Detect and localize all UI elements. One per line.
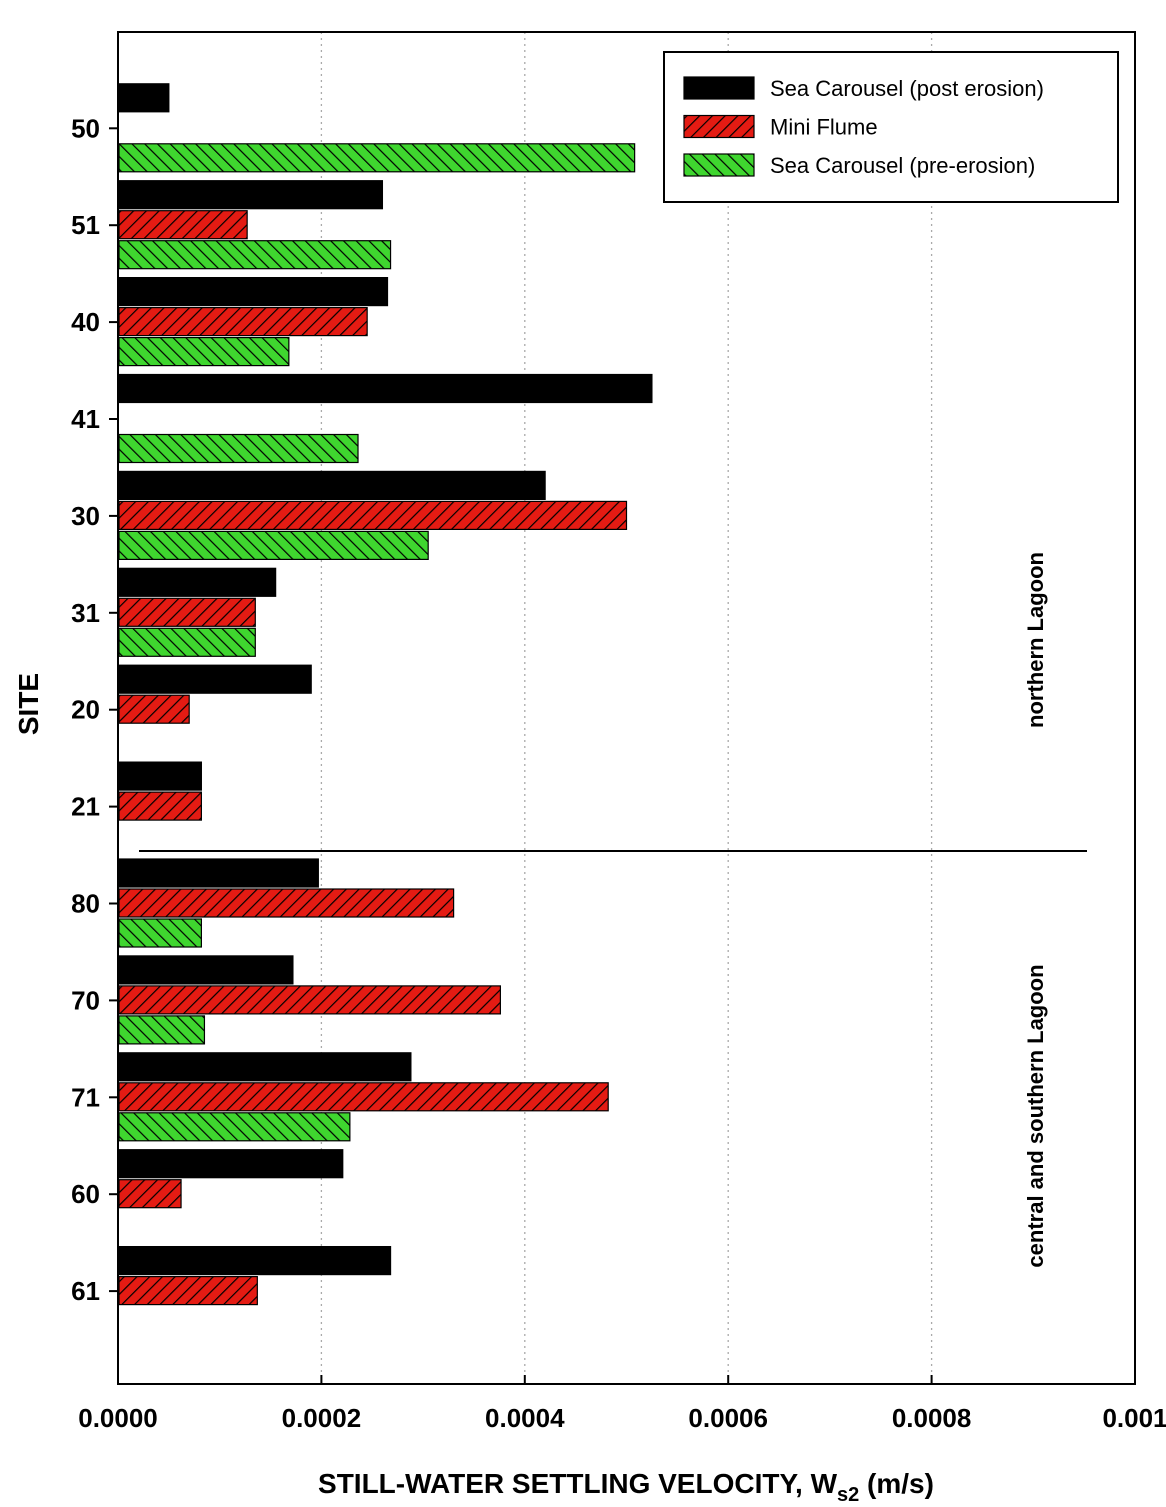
bar-70-series-1 xyxy=(118,955,294,985)
x-tick-label: 0.0004 xyxy=(485,1403,565,1433)
bar-51-series-3 xyxy=(118,240,392,270)
bar-40-series-2 xyxy=(118,307,368,337)
bar-41-series-1 xyxy=(118,373,653,404)
y-tick-label: 50 xyxy=(71,113,100,143)
bar-40-series-3 xyxy=(118,337,290,367)
bar-50-series-3 xyxy=(118,143,636,173)
bar-60-series-1 xyxy=(118,1149,344,1179)
bar-71-series-2 xyxy=(118,1082,609,1112)
bar-71-series-3 xyxy=(118,1112,351,1142)
y-axis-title: SITE xyxy=(13,673,44,735)
bar-20-series-2 xyxy=(118,694,190,724)
bar-51-series-2 xyxy=(118,210,248,240)
bar-51-series-1 xyxy=(118,180,384,210)
bar-21-series-1 xyxy=(118,761,202,791)
bar-70-series-3 xyxy=(118,1015,206,1045)
legend-label-2: Mini Flume xyxy=(770,115,878,140)
x-axis: 0.0000 0.0002 0.0004 0.0006 0.0008 0.001 xyxy=(78,1375,1166,1433)
bar-30-series-3 xyxy=(118,530,429,561)
bar-80-series-1 xyxy=(118,858,319,888)
legend: Sea Carousel (post erosion) Mini Flume Sea… xyxy=(663,51,1119,203)
y-tick-label: 61 xyxy=(71,1276,100,1306)
bar-31-series-2 xyxy=(118,597,256,627)
bar-30-series-1 xyxy=(118,470,546,500)
x-tick-label: 0.001 xyxy=(1102,1403,1166,1433)
y-tick-label: 20 xyxy=(71,695,100,725)
bar-31-series-1 xyxy=(118,567,277,597)
y-tick-label: 70 xyxy=(71,985,100,1015)
legend-label-1: Sea Carousel (post erosion) xyxy=(770,76,1044,101)
bar-60-series-2 xyxy=(118,1179,182,1209)
bar-50-series-1 xyxy=(118,83,170,113)
region-label-northern: northern Lagoon xyxy=(1023,552,1048,728)
bar-71-series-1 xyxy=(118,1052,412,1082)
x-tick-label: 0.0002 xyxy=(282,1403,362,1433)
legend-swatch-1 xyxy=(683,76,755,100)
bar-20-series-1 xyxy=(118,664,312,694)
x-tick-label: 0.0000 xyxy=(78,1403,158,1433)
bar-80-series-2 xyxy=(118,888,455,918)
bar-40-series-1 xyxy=(118,277,389,307)
legend-label-3: Sea Carousel (pre-erosion) xyxy=(770,153,1035,178)
x-gridlines xyxy=(320,32,933,1384)
bar-61-series-1 xyxy=(118,1245,392,1276)
legend-swatch-3 xyxy=(683,153,755,177)
y-tick-label: 71 xyxy=(71,1082,100,1112)
y-tick-label: 60 xyxy=(71,1179,100,1209)
bar-80-series-3 xyxy=(118,918,202,948)
bar-30-series-2 xyxy=(118,500,628,530)
x-tick-label: 0.0008 xyxy=(892,1403,972,1433)
y-tick-label: 41 xyxy=(71,404,100,434)
region-label-central-southern: central and southern Lagoon xyxy=(1023,964,1048,1267)
y-axis: 50 51 40 41 30 31 20 21 80 70 71 60 61 xyxy=(71,113,118,1306)
bar-31-series-3 xyxy=(118,627,256,657)
y-tick-label: 51 xyxy=(71,210,100,240)
bar-61-series-2 xyxy=(118,1275,258,1306)
bars xyxy=(118,83,653,1306)
x-tick-label: 0.0006 xyxy=(688,1403,768,1433)
y-tick-label: 21 xyxy=(71,792,100,822)
plot-frame xyxy=(117,31,1136,1385)
y-tick-label: 80 xyxy=(71,889,100,919)
y-tick-label: 40 xyxy=(71,307,100,337)
bar-41-series-3 xyxy=(118,433,359,464)
y-tick-label: 31 xyxy=(71,598,100,628)
legend-swatch-2 xyxy=(683,114,755,139)
bar-70-series-2 xyxy=(118,985,501,1015)
y-tick-label: 30 xyxy=(71,501,100,531)
bar-21-series-2 xyxy=(118,791,202,821)
x-axis-title: STILL-WATER SETTLING VELOCITY, Ws2 (m/s) xyxy=(318,1468,934,1506)
